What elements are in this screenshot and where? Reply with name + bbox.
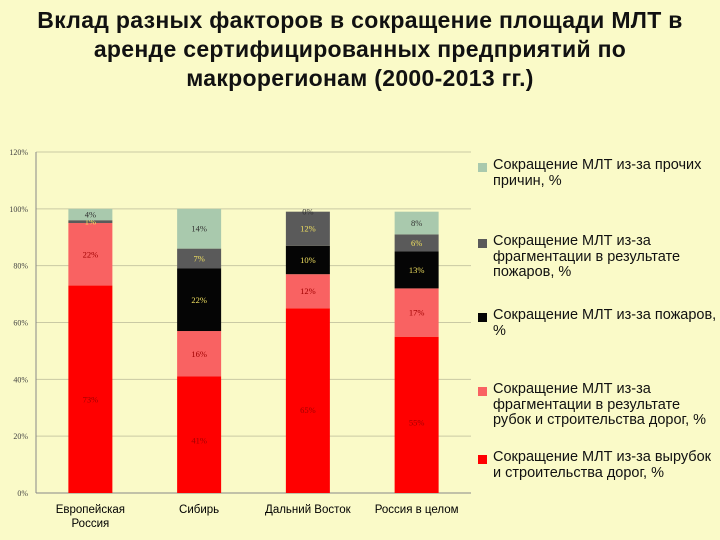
data-label: 65% — [300, 405, 316, 415]
y-tick-label: 80% — [13, 262, 28, 271]
data-label: 17% — [409, 308, 425, 318]
bar-segment — [177, 376, 222, 493]
legend-item: Сокращение МЛТ из-за вырубок и строитель… — [478, 449, 718, 481]
legend-swatch — [478, 163, 487, 172]
data-label: 14% — [191, 224, 207, 234]
data-label: 6% — [411, 238, 422, 248]
bar-segment — [394, 211, 439, 235]
bar-segment — [177, 331, 222, 377]
legend-label: Сокращение МЛТ из-за прочих причин, % — [493, 157, 702, 189]
y-tick-label: 60% — [13, 319, 28, 328]
data-label: 16% — [191, 349, 207, 359]
data-label: 1% — [85, 217, 96, 227]
bar-segment — [285, 245, 330, 275]
data-label: 12% — [300, 224, 316, 234]
bar-segment — [68, 220, 113, 224]
data-label: 8% — [411, 218, 422, 228]
x-category-label: Европейская — [56, 504, 125, 516]
legend-item: Сокращение МЛТ из-за пожаров, % — [478, 307, 718, 339]
data-label: 41% — [191, 436, 207, 446]
data-label: 4% — [85, 210, 96, 220]
x-category-label: Россия — [72, 518, 110, 530]
bar-segment — [394, 234, 439, 252]
bar-segment — [177, 268, 222, 332]
bar-segment — [285, 274, 330, 309]
x-category-label: Сибирь — [179, 504, 219, 516]
data-label: 0% — [302, 207, 313, 217]
legend-item: Сокращение МЛТ из-за фрагментации в резу… — [478, 233, 718, 281]
legend-swatch — [478, 455, 487, 464]
y-tick-label: 100% — [9, 205, 28, 214]
legend-label: Сокращение МЛТ из-за фрагментации в резу… — [493, 233, 681, 280]
bar-segment — [68, 223, 113, 286]
bar-segment — [285, 211, 330, 246]
y-tick-label: 20% — [13, 432, 28, 441]
bar-segment — [177, 208, 222, 249]
legend-swatch — [478, 239, 487, 248]
legend-item: Сокращение МЛТ из-за фрагментации в резу… — [478, 381, 718, 429]
chart-title: Вклад разных факторов в сокращение площа… — [37, 7, 683, 91]
data-label: 10% — [300, 255, 316, 265]
bar-segment — [394, 288, 439, 337]
bar-segment — [285, 308, 330, 493]
legend-label: Сокращение МЛТ из-за фрагментации в резу… — [493, 381, 707, 428]
data-label: 12% — [300, 286, 316, 296]
y-tick-label: 0% — [17, 489, 28, 498]
bar-segment — [394, 251, 439, 289]
bar-segment — [394, 336, 439, 493]
legend-item: Сокращение МЛТ из-за прочих причин, % — [478, 157, 718, 189]
data-label: 73% — [83, 395, 99, 405]
y-tick-label: 40% — [13, 375, 28, 384]
legend-label: Сокращение МЛТ из-за пожаров, % — [493, 307, 717, 339]
legend-label: Сокращение МЛТ из-за вырубок и строитель… — [493, 449, 711, 481]
bar-segment — [68, 285, 113, 493]
bar-segment — [68, 208, 113, 221]
data-label: 13% — [409, 265, 425, 275]
data-label: 22% — [191, 295, 207, 305]
y-tick-label: 120% — [9, 148, 28, 157]
data-label: 22% — [83, 249, 99, 259]
data-label: 55% — [409, 418, 425, 428]
legend-swatch — [478, 387, 487, 396]
data-label: 7% — [193, 254, 204, 264]
x-category-label: Россия в целом — [375, 504, 459, 516]
x-category-label: Дальний Восток — [265, 504, 352, 516]
bar-segment — [177, 248, 222, 269]
legend-swatch — [478, 313, 487, 322]
